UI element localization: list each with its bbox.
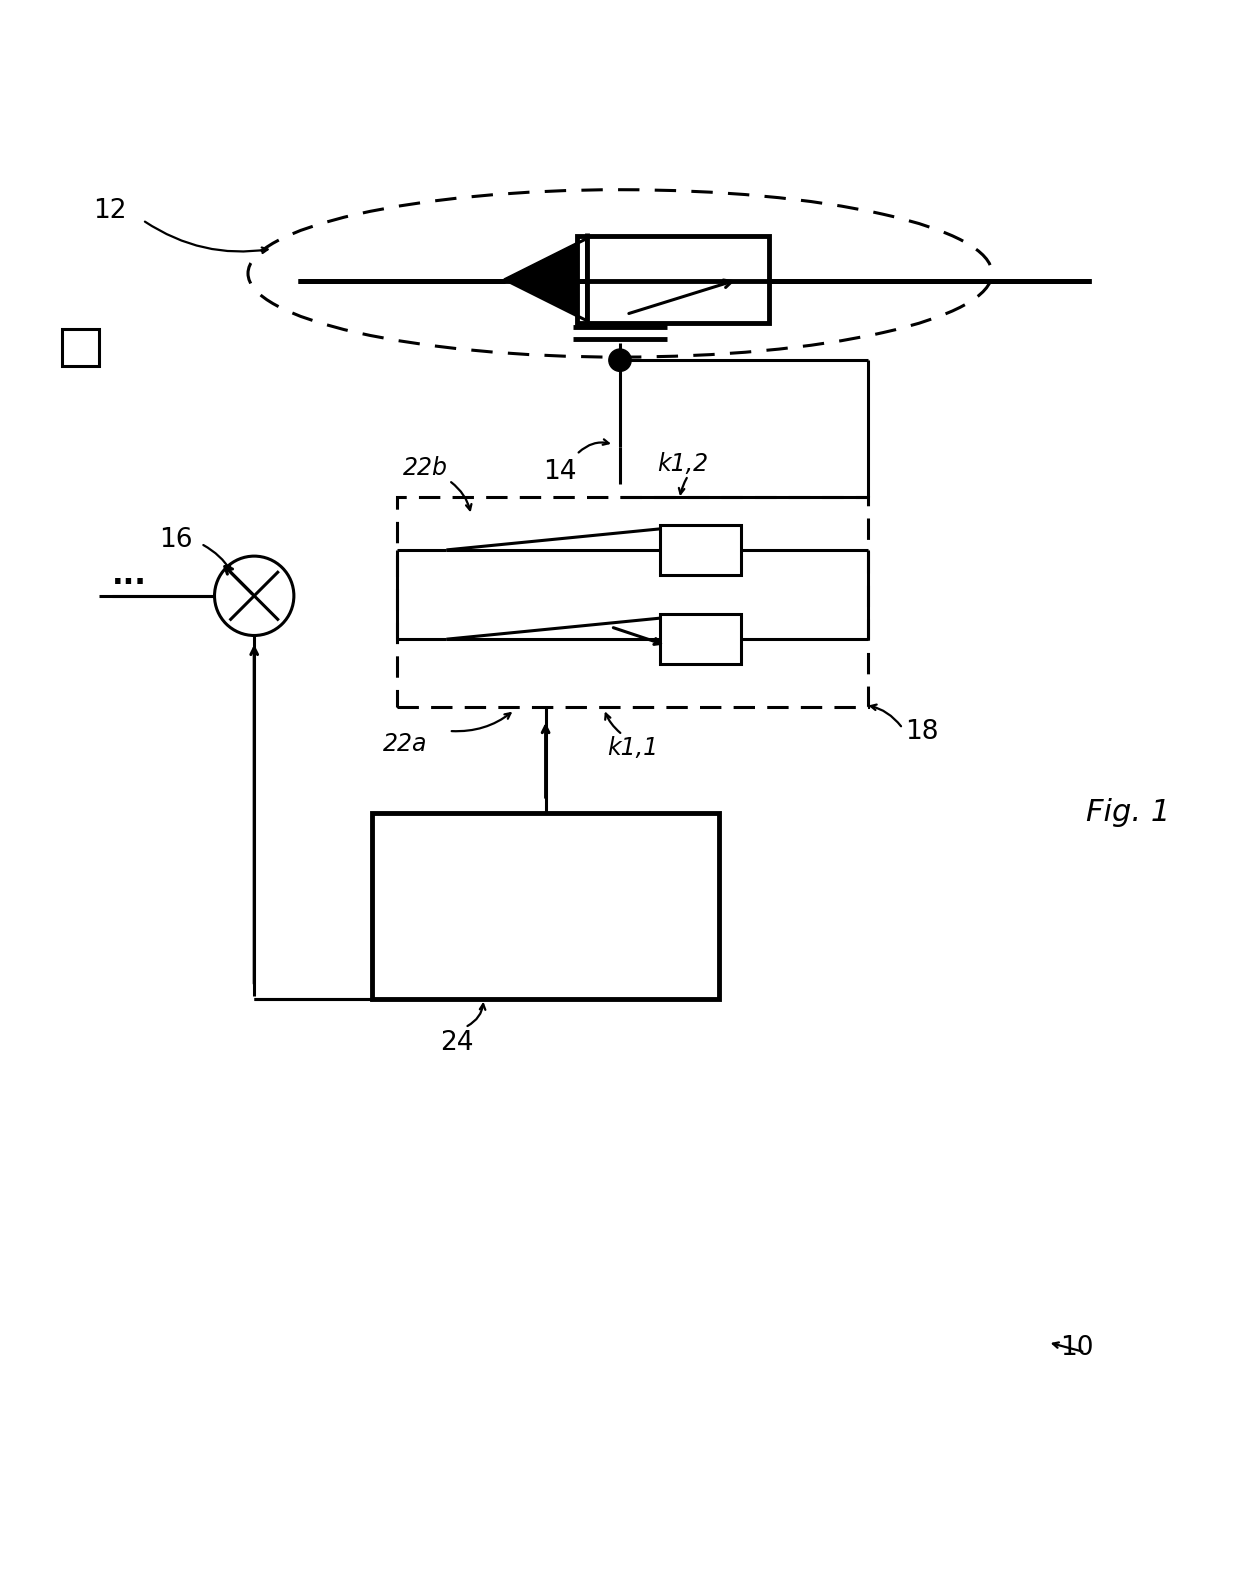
Text: 22b: 22b [403,457,448,481]
Text: ...: ... [112,561,146,589]
Text: Fig. 1: Fig. 1 [1086,799,1171,827]
Bar [397,496,868,708]
Bar [577,236,769,323]
Text: 18: 18 [905,719,939,745]
Bar [660,525,740,575]
Text: k1,2: k1,2 [657,451,708,476]
Polygon shape [505,238,587,320]
Bar [372,813,719,999]
Bar [62,329,99,366]
Text: 14: 14 [543,459,577,485]
Circle shape [609,348,631,372]
Text: 16: 16 [159,526,192,553]
Text: 24: 24 [440,1029,474,1056]
Circle shape [215,556,294,635]
Text: 12: 12 [93,199,126,224]
Text: 10: 10 [1060,1335,1094,1362]
Text: 22a: 22a [383,733,428,756]
Bar [660,615,740,663]
Text: k1,1: k1,1 [608,736,658,760]
